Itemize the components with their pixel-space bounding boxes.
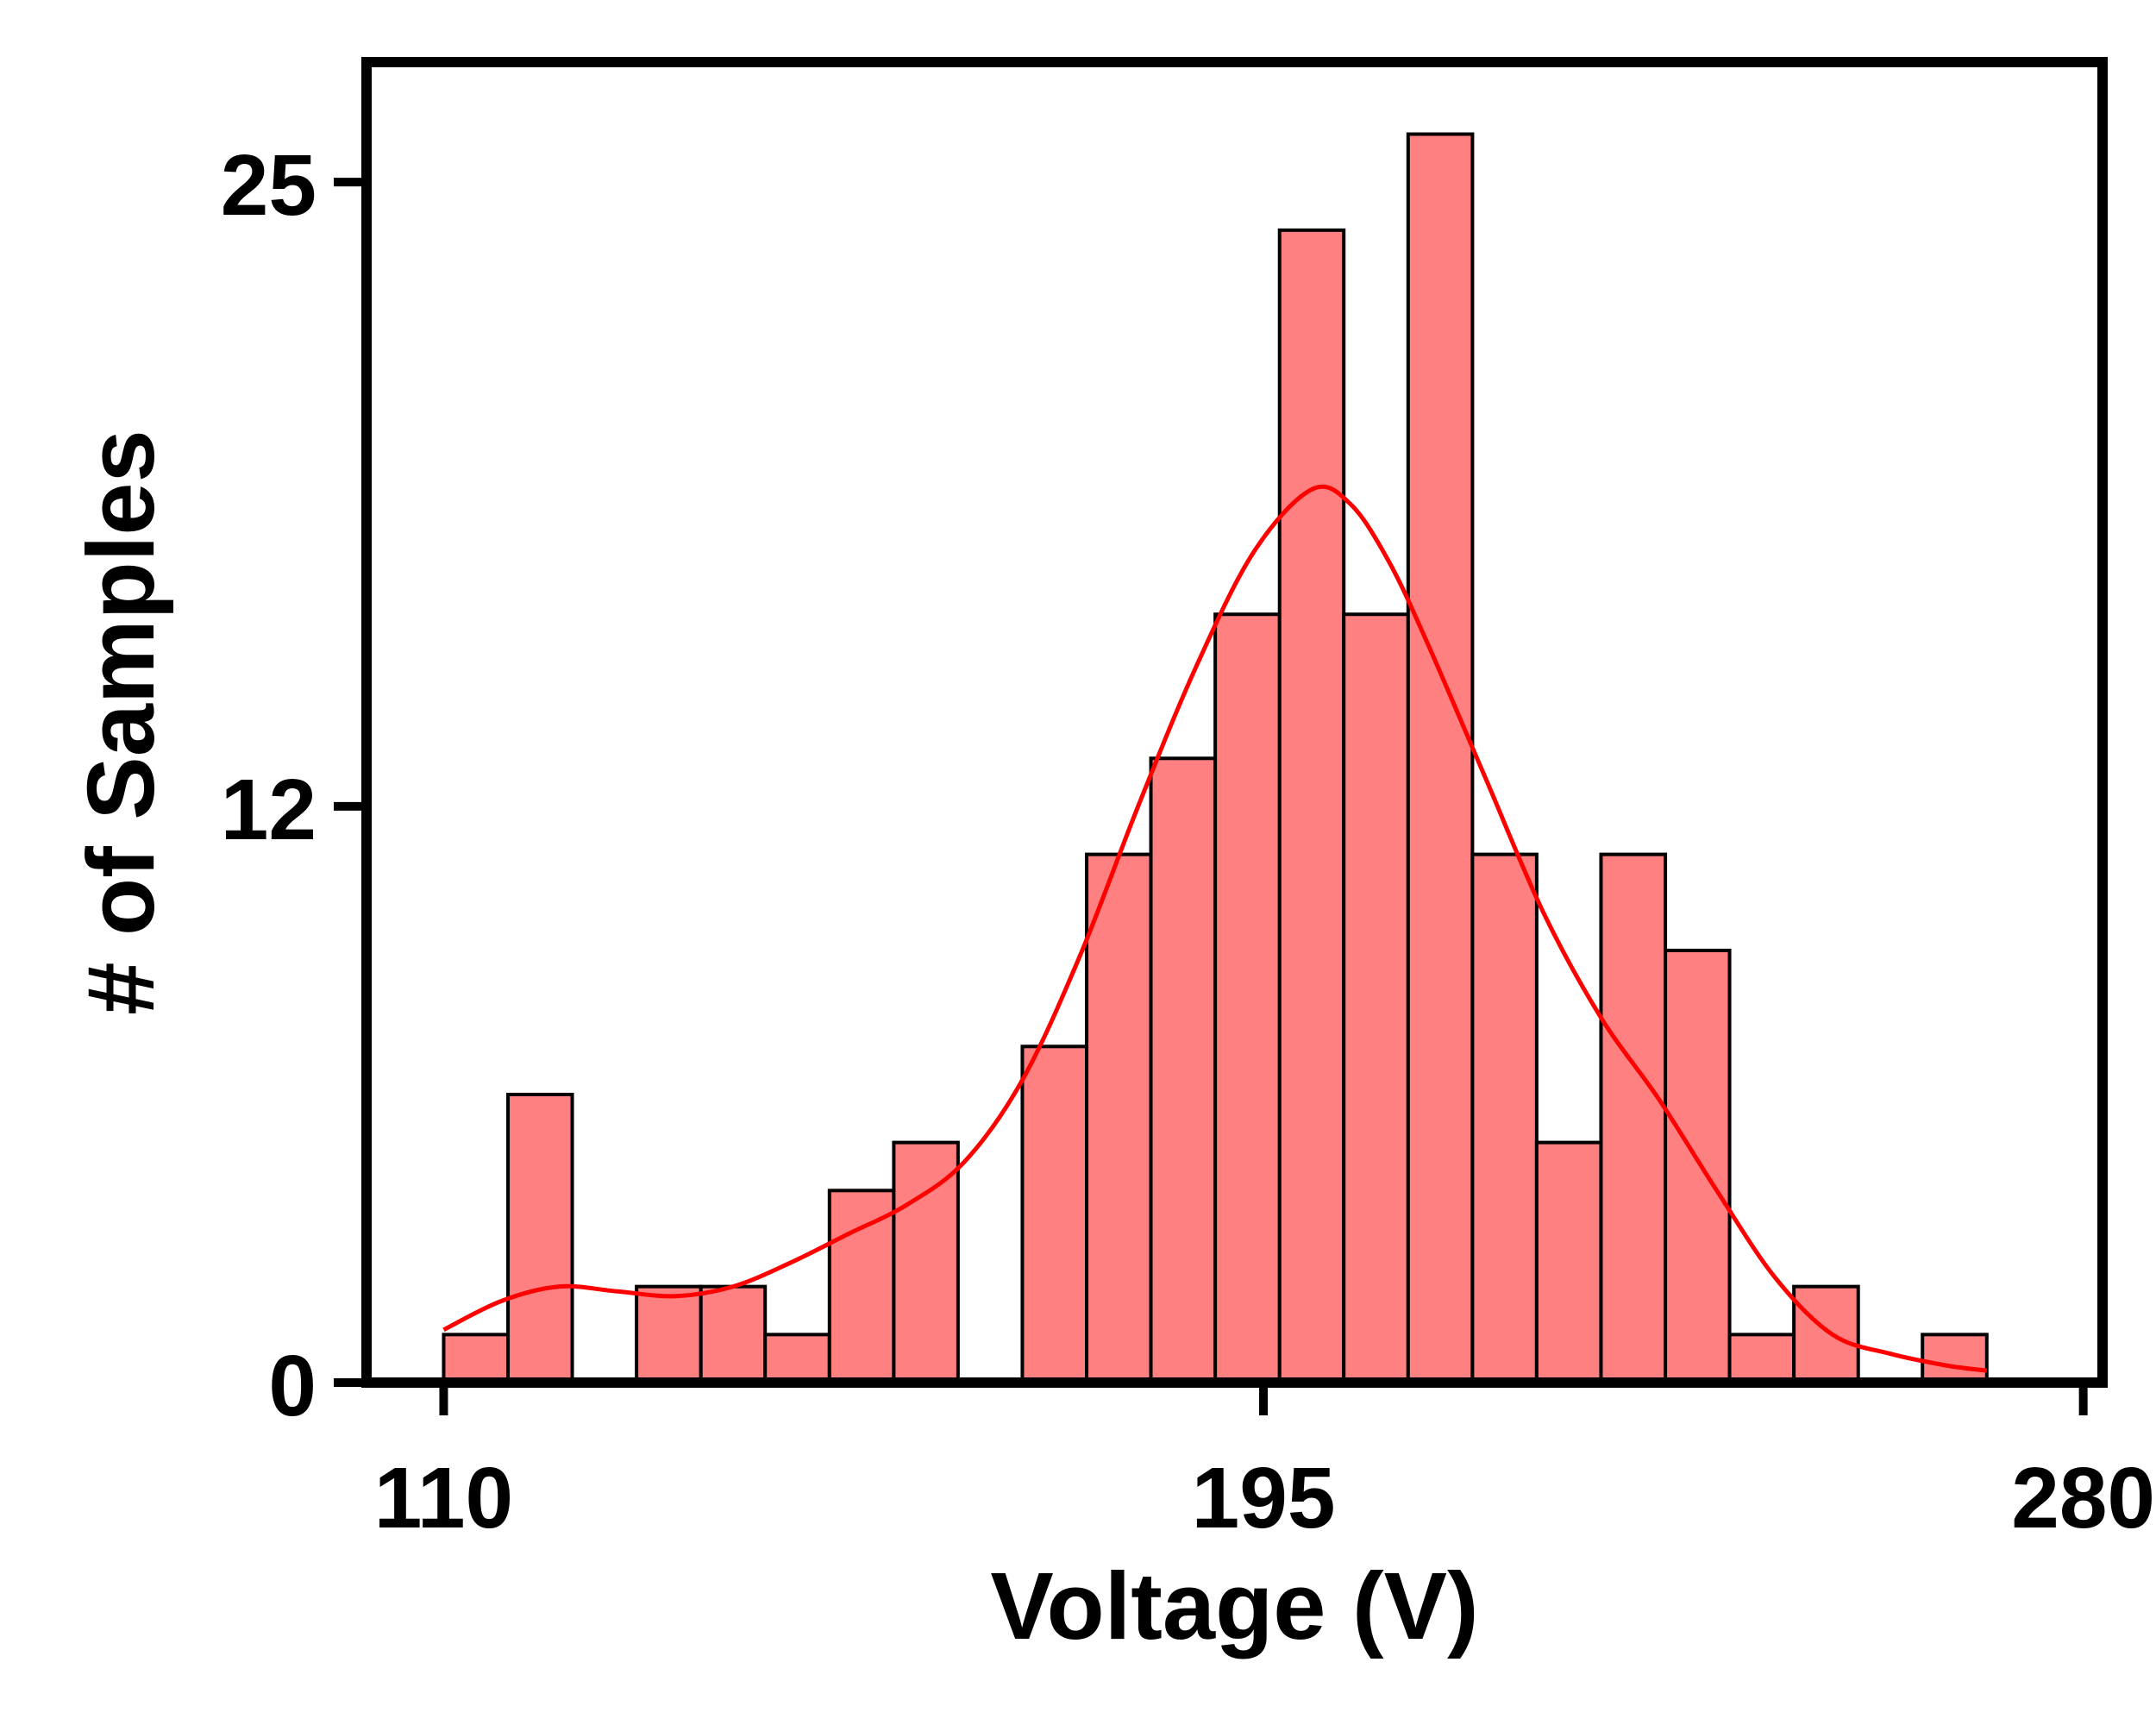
histogram-bar <box>1534 1140 1603 1384</box>
histogram-bar <box>1342 612 1410 1384</box>
x-tick-label: 195 <box>1192 1450 1336 1546</box>
plot-frame <box>361 57 2108 1388</box>
histogram-bar <box>699 1284 768 1384</box>
histogram-bar <box>1921 1333 1989 1384</box>
histogram-bar <box>1085 852 1153 1384</box>
histogram-bar <box>1664 948 1732 1384</box>
histogram-bar <box>1727 1333 1796 1384</box>
histogram-bar <box>827 1189 896 1384</box>
y-tick-label: 12 <box>221 762 317 858</box>
histogram-bar <box>1599 852 1668 1384</box>
kde-curve <box>442 484 1988 1373</box>
histogram-bar <box>1277 228 1346 1385</box>
x-tick-label: 280 <box>2011 1450 2155 1546</box>
y-axis-title: # of Samples <box>68 430 174 1015</box>
histogram-bars <box>442 132 1989 1385</box>
histogram-bar <box>442 1333 511 1384</box>
x-axis-ticks: 110 195 280 <box>374 1383 2155 1546</box>
histogram-bar <box>1149 756 1218 1384</box>
x-axis-title: Voltage (V) <box>990 1553 1478 1659</box>
histogram-bar <box>1020 1044 1089 1384</box>
y-axis-ticks: 0 12 25 <box>221 137 367 1434</box>
y-tick-label: 0 <box>268 1338 317 1434</box>
y-tick-label: 25 <box>221 137 317 234</box>
histogram-bar <box>635 1284 703 1384</box>
histogram-bar <box>763 1333 831 1384</box>
histogram-bar <box>506 1092 574 1384</box>
histogram-bar <box>1406 132 1475 1385</box>
histogram-bar <box>1792 1284 1860 1384</box>
histogram-bar <box>1213 612 1282 1384</box>
x-tick-label: 110 <box>374 1450 513 1546</box>
histogram-bar <box>1470 852 1539 1384</box>
